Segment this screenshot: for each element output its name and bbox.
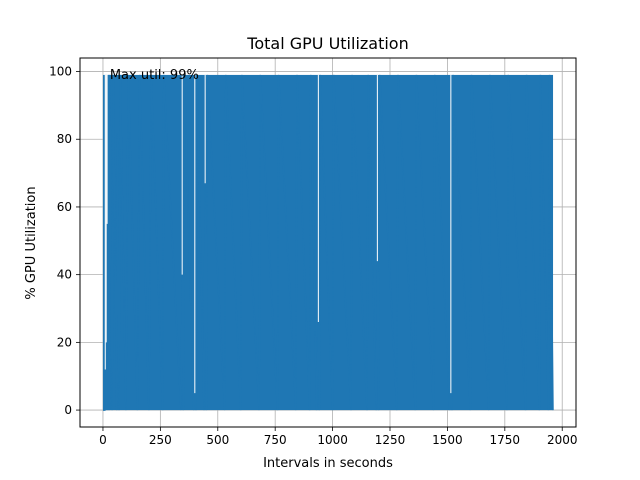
max-util-annotation: Max util: 99% [110, 68, 199, 83]
x-tick-label: 1000 [317, 433, 348, 447]
x-tick-label: 1750 [490, 433, 521, 447]
y-tick-label: 60 [57, 200, 72, 214]
x-tick-label: 2000 [547, 433, 578, 447]
axes-frame [79, 57, 577, 428]
y-axis-label: % GPU Utilization [24, 186, 39, 299]
x-tick-label: 500 [206, 433, 229, 447]
axis-ticks: 0 250 500 750 1000 1250 1500 1750 2000 0 20 40 60 80 1… [49, 65, 577, 447]
x-tick-label: 250 [149, 433, 172, 447]
plot-area [102, 74, 554, 411]
x-tick-label: 1250 [375, 433, 406, 447]
chart-title: Total GPU Utilization [246, 34, 408, 53]
x-tick-label: 750 [264, 433, 287, 447]
y-tick-label: 0 [64, 403, 72, 417]
y-tick-label: 20 [57, 335, 72, 349]
x-tick-label: 0 [99, 433, 107, 447]
series-utilization-line [103, 74, 554, 411]
x-tick-label: 1500 [432, 433, 463, 447]
y-tick-label: 80 [57, 132, 72, 146]
y-tick-label: 100 [49, 65, 72, 79]
x-axis-label: Intervals in seconds [263, 456, 393, 471]
y-tick-label: 40 [57, 268, 72, 282]
